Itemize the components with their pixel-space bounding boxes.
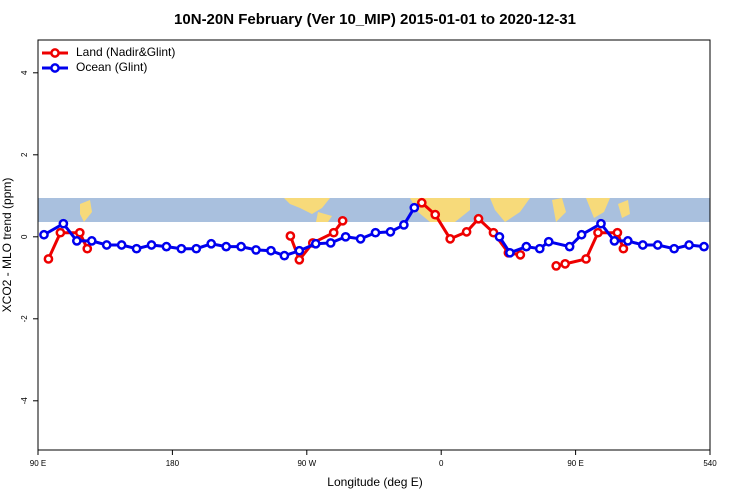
legend-marker (50, 63, 60, 73)
point (409, 202, 420, 213)
y-tick-label: -2 (20, 315, 29, 323)
point (612, 227, 623, 238)
point (609, 236, 620, 246)
point (116, 240, 127, 250)
plot-frame (37, 39, 711, 451)
point (551, 261, 562, 271)
x-axis-label: Longitude (deg E) (327, 475, 422, 489)
chart-title: 10N-20N February (Ver 10_MIP) 2015-01-01… (174, 11, 576, 28)
point (71, 236, 82, 246)
point (74, 227, 85, 238)
point (560, 259, 570, 269)
map-strip (38, 198, 710, 222)
point (473, 213, 484, 224)
point (445, 234, 456, 244)
point (328, 227, 339, 238)
point (534, 243, 545, 254)
point (684, 240, 694, 250)
point (340, 231, 351, 242)
point (505, 247, 515, 258)
point (385, 227, 396, 237)
point (39, 229, 49, 240)
point (494, 231, 505, 242)
point (206, 238, 217, 249)
point (596, 218, 606, 229)
point (131, 243, 142, 254)
point (521, 241, 532, 252)
point (355, 234, 366, 244)
point (58, 218, 69, 229)
point (146, 240, 157, 250)
point (593, 227, 603, 238)
point (43, 254, 54, 264)
x-tick-label: 90 E (30, 459, 46, 468)
legend-label: Land (Nadir&Glint) (76, 45, 175, 59)
point (337, 215, 348, 226)
point (236, 241, 246, 252)
point (176, 243, 187, 254)
point (623, 236, 633, 246)
point (699, 241, 709, 252)
point (430, 209, 441, 220)
series (39, 202, 709, 261)
y-axis-label: XCO2 - MLO trend (ppm) (0, 178, 14, 313)
x-tick-label: 180 (166, 459, 180, 468)
point (669, 243, 680, 254)
x-tick-label: 90 W (297, 459, 316, 468)
point (370, 227, 381, 238)
point (652, 240, 663, 250)
y-tick-label: 2 (20, 152, 29, 157)
point (221, 241, 232, 252)
legend-label: Ocean (Glint) (76, 60, 147, 74)
point (416, 197, 427, 208)
point (515, 249, 526, 260)
point (294, 245, 305, 256)
x-tick-label: 540 (703, 459, 717, 468)
point (618, 243, 629, 254)
point (82, 243, 93, 254)
x-tick-label: 0 (439, 459, 444, 468)
point (191, 243, 202, 254)
y-tick-label: 0 (20, 234, 29, 239)
y-tick-label: 4 (20, 70, 29, 75)
point (564, 241, 575, 252)
point (294, 254, 305, 265)
point (637, 240, 648, 250)
y-tick-label: -4 (20, 397, 29, 405)
point (461, 227, 472, 237)
point (285, 231, 296, 241)
point (161, 241, 172, 252)
point (86, 236, 97, 246)
point (279, 250, 290, 261)
point (266, 245, 276, 256)
x-tick-label: 90 E (567, 459, 583, 468)
point (251, 245, 261, 255)
point (325, 238, 336, 248)
point (310, 238, 321, 249)
point (576, 229, 587, 240)
point (581, 254, 591, 264)
legend-marker (50, 48, 60, 58)
point (543, 236, 554, 247)
point (399, 220, 409, 230)
point (55, 227, 66, 238)
point (101, 240, 112, 250)
